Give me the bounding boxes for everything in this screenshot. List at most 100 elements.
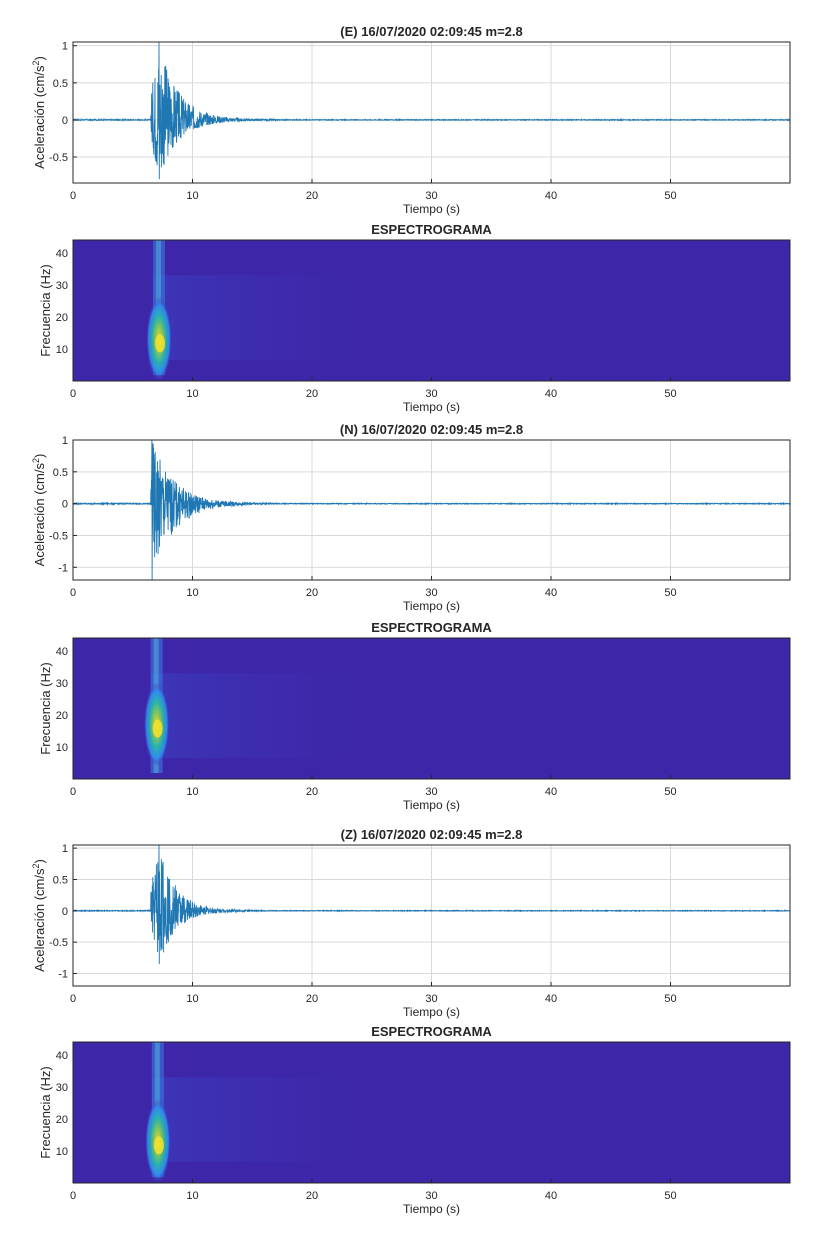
y-tick-label: 40 — [56, 646, 68, 658]
y-tick-label: -1 — [58, 562, 68, 574]
y-axis-label-text: Aceleración (cm/s — [32, 65, 47, 169]
panel-title: (N) 16/07/2020 02:09:45 m=2.8 — [340, 422, 523, 437]
y-tick-label: 10 — [56, 742, 68, 754]
y-tick-label: 0 — [62, 906, 68, 918]
y-tick-label: -0.5 — [49, 937, 68, 949]
y-tick-label: 1 — [62, 41, 68, 53]
y-tick-label: 40 — [56, 1050, 68, 1062]
y-tick-label: 1 — [62, 435, 68, 447]
y-tick-label: 30 — [56, 1082, 68, 1094]
x-tick-label: 10 — [186, 1190, 198, 1202]
x-axis-label: Tiempo (s) — [403, 1202, 460, 1216]
waveform-trace — [72, 844, 790, 965]
x-axis-label: Tiempo (s) — [403, 599, 460, 613]
x-tick-label: 30 — [425, 190, 437, 202]
x-tick-label: 40 — [545, 587, 557, 599]
waveform-trace — [72, 439, 791, 581]
x-tick-label: 10 — [186, 993, 198, 1005]
spectral-peak — [153, 1136, 164, 1155]
y-axis-label: Aceleración (cm/s2) — [31, 859, 47, 972]
energy-tail — [151, 1077, 426, 1162]
x-axis-label: Tiempo (s) — [403, 202, 460, 216]
panel-title: (Z) 16/07/2020 02:09:45 m=2.8 — [341, 827, 523, 842]
x-tick-label: 40 — [545, 190, 557, 202]
panel-title: ESPECTROGRAMA — [371, 222, 492, 237]
x-tick-label: 20 — [306, 587, 318, 599]
y-axis-label: Aceleración (cm/s2) — [31, 454, 47, 567]
x-tick-label: 50 — [664, 587, 676, 599]
y-tick-label: -0.5 — [49, 152, 68, 164]
panel-title: ESPECTROGRAMA — [371, 620, 492, 635]
x-tick-label: 0 — [70, 190, 76, 202]
x-tick-label: 0 — [70, 993, 76, 1005]
x-tick-label: 50 — [664, 786, 676, 798]
x-tick-label: 20 — [306, 786, 318, 798]
spectral-peak — [152, 719, 163, 738]
x-tick-label: 10 — [186, 388, 198, 400]
x-tick-label: 10 — [186, 786, 198, 798]
x-tick-label: 10 — [186, 190, 198, 202]
y-tick-label: 0 — [62, 115, 68, 127]
x-tick-label: 40 — [545, 388, 557, 400]
x-tick-label: 0 — [70, 388, 76, 400]
waveform-panel: (N) 16/07/2020 02:09:45 m=2.8 1 0.5 0 -0.5 -1… — [31, 422, 791, 613]
y-axis-label-text: Aceleración (cm/s — [32, 463, 47, 567]
x-tick-label: 50 — [664, 1190, 676, 1202]
x-tick-label: 20 — [306, 190, 318, 202]
waveform-trace — [72, 41, 790, 180]
y-axis-label: Frecuencia (Hz) — [38, 662, 53, 754]
x-tick-label: 30 — [425, 1190, 437, 1202]
y-axis-label-sup: 2 — [31, 61, 41, 66]
y-axis-label-sup: 2 — [31, 458, 41, 463]
energy-tail — [150, 673, 426, 758]
y-tick-label: 30 — [56, 678, 68, 690]
x-tick-label: 10 — [186, 587, 198, 599]
x-tick-label: 40 — [545, 993, 557, 1005]
x-tick-label: 30 — [425, 587, 437, 599]
y-tick-label: 10 — [56, 1146, 68, 1158]
panel-title: (E) 16/07/2020 02:09:45 m=2.8 — [340, 24, 523, 39]
y-tick-label: 40 — [56, 248, 68, 260]
y-axis-label-close: ) — [32, 454, 47, 458]
y-axis-label: Frecuencia (Hz) — [38, 1066, 53, 1158]
x-tick-label: 50 — [664, 388, 676, 400]
x-axis-label: Tiempo (s) — [403, 1005, 460, 1019]
x-tick-label: 30 — [425, 388, 437, 400]
y-tick-label: 0.5 — [53, 874, 68, 886]
x-tick-label: 0 — [70, 786, 76, 798]
y-axis-label-text: Aceleración (cm/s — [32, 868, 47, 972]
waveform-panel: (Z) 16/07/2020 02:09:45 m=2.8 1 0.5 0 -0.5 -1… — [31, 827, 791, 1019]
y-axis-label: Aceleración (cm/s2) — [31, 56, 47, 169]
x-axis-label: Tiempo (s) — [403, 400, 460, 414]
y-tick-label: 20 — [56, 710, 68, 722]
y-axis-label-close: ) — [32, 859, 47, 863]
waveform-panel: (E) 16/07/2020 02:09:45 m=2.8 1 0.5 0 -0.5Ac… — [31, 24, 791, 216]
y-tick-label: 0.5 — [53, 467, 68, 479]
x-tick-label: 0 — [70, 587, 76, 599]
x-tick-label: 30 — [425, 993, 437, 1005]
x-axis-label: Tiempo (s) — [403, 798, 460, 812]
y-tick-label: -1 — [58, 968, 68, 980]
y-tick-label: 20 — [56, 312, 68, 324]
panel-title: ESPECTROGRAMA — [371, 1024, 492, 1039]
x-tick-label: 50 — [664, 993, 676, 1005]
x-tick-label: 40 — [545, 786, 557, 798]
x-tick-label: 20 — [306, 1190, 318, 1202]
energy-tail — [153, 275, 426, 360]
x-tick-label: 0 — [70, 1190, 76, 1202]
y-axis-label-close: ) — [32, 56, 47, 60]
x-tick-label: 50 — [664, 190, 676, 202]
y-tick-label: 10 — [56, 344, 68, 356]
x-tick-label: 20 — [306, 388, 318, 400]
x-tick-label: 20 — [306, 993, 318, 1005]
y-tick-label: 0 — [62, 499, 68, 511]
y-tick-label: 30 — [56, 280, 68, 292]
y-tick-label: -0.5 — [49, 530, 68, 542]
spectral-peak — [155, 334, 166, 353]
y-tick-label: 0.5 — [53, 78, 68, 90]
x-tick-label: 30 — [425, 786, 437, 798]
